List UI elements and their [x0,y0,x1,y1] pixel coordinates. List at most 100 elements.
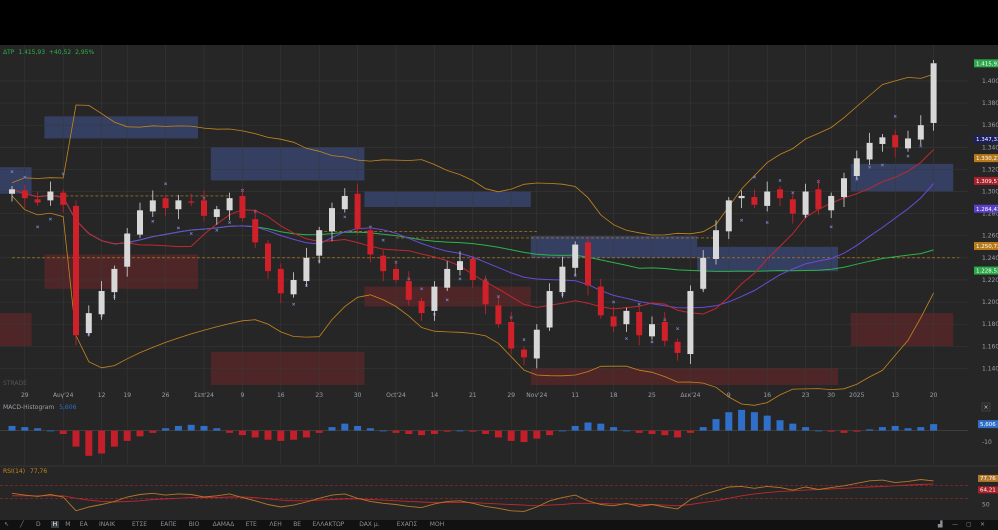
candle[interactable] [623,310,630,325]
candle[interactable] [21,190,28,199]
candle[interactable] [393,268,399,280]
candle[interactable] [188,201,195,203]
candle[interactable] [572,244,579,268]
candle[interactable] [930,63,937,123]
candle[interactable] [853,158,860,177]
candle[interactable] [265,243,271,272]
candle[interactable] [367,230,374,255]
candle[interactable] [649,324,655,337]
candle[interactable] [85,313,92,334]
collapse-button[interactable] [981,402,991,412]
candle[interactable] [636,312,643,336]
candle[interactable] [828,195,835,211]
candle[interactable] [162,198,169,209]
toolbar-item[interactable]: ΕΑΠΕ [160,521,177,528]
candle[interactable] [47,191,54,201]
toolbar-item[interactable]: ΕΧΑΠΣ [396,521,418,528]
candle[interactable] [661,321,668,341]
candle[interactable] [725,200,732,232]
candle[interactable] [610,316,617,327]
candle[interactable] [175,200,182,210]
toolbar-item[interactable]: M [65,521,71,528]
candle[interactable] [431,286,438,311]
line-tool-icon[interactable]: ╱ [20,521,24,528]
candle[interactable] [124,233,131,267]
candle[interactable] [815,189,822,210]
candle[interactable] [482,281,489,305]
candle[interactable] [341,195,348,210]
candle[interactable] [98,291,105,315]
candle[interactable] [201,200,207,216]
window-close-icon[interactable]: ✕ [980,521,986,528]
candle[interactable] [546,291,553,328]
candle[interactable] [418,300,425,314]
candle[interactable] [137,210,143,235]
toolbar-item[interactable]: H [50,521,60,528]
draw-tool-icon[interactable]: ↖ [4,521,10,528]
candle[interactable] [905,138,911,149]
candle[interactable] [354,193,361,230]
candle[interactable] [802,191,809,215]
candle[interactable] [508,321,515,349]
candle[interactable] [789,199,796,214]
candle[interactable] [149,200,156,212]
toolbar-item[interactable]: ΕΤΣΕ [132,521,148,528]
chart-area[interactable]: ΔΤΡ 1.415,93 +40,52 2,95% STRADE MACD-Hi… [0,45,998,520]
candle[interactable] [879,137,886,144]
candle[interactable] [738,195,745,199]
candle[interactable] [316,230,323,256]
candle[interactable] [329,208,335,232]
candle[interactable] [34,199,41,203]
candle[interactable] [252,219,259,243]
candle[interactable] [841,178,847,198]
toolbar-item[interactable]: ΛΕΗ [269,521,282,528]
candle[interactable] [597,286,604,316]
candle[interactable] [533,329,540,359]
close-icon[interactable]: × [983,404,988,411]
candle[interactable] [303,257,310,282]
candle[interactable] [60,192,67,205]
candle[interactable] [777,189,783,199]
toolbar-item[interactable]: ΒΕ [293,521,302,528]
candle[interactable] [111,268,118,293]
candle[interactable] [405,281,412,300]
candle[interactable] [380,255,387,272]
candle[interactable] [917,125,924,140]
minimize-icon[interactable]: — [952,521,958,528]
toolbar-item[interactable]: ΙΝΑΙΚ [99,521,116,528]
candle[interactable] [9,189,15,194]
toolbar-item[interactable]: ΜΟΗ [429,521,445,528]
candle[interactable] [713,230,719,259]
candle[interactable] [559,266,566,293]
chart-type-icon[interactable]: ▟ [938,521,943,528]
toolbar-item[interactable]: ΕΤΕ [245,521,257,528]
candle[interactable] [444,268,451,288]
candle[interactable] [687,291,694,355]
candle[interactable] [764,191,771,206]
candle[interactable] [495,305,502,325]
candle[interactable] [290,279,297,295]
toolbar-item[interactable]: DAX μ. [359,521,380,528]
bottom-toolbar[interactable]: ↖ ╱ D H M ΕΑ ΙΝΑΙΚ ΕΤΣΕ ΕΑΠΕ ΒΙΟ ΔΑΜΑΔ ΕΤΕ ΛΕΗ ΒΕ ΕΛ… [0,520,998,530]
candle[interactable] [700,257,707,289]
candle[interactable] [277,268,284,294]
toolbar-item[interactable]: ΒΙΟ [188,521,200,528]
candle[interactable] [751,197,758,205]
toolbar-item[interactable]: ΔΑΜΑΔ [212,521,235,528]
toolbar-item[interactable]: ΕΑ [79,521,88,528]
candle[interactable] [469,258,476,280]
candle[interactable] [585,242,591,286]
candle[interactable] [226,198,233,211]
chart-canvas[interactable]: ΔΤΡ 1.415,93 +40,52 2,95% STRADE MACD-Hi… [0,45,998,520]
toolbar-item[interactable]: D [36,521,41,528]
candle[interactable] [866,142,873,160]
candle[interactable] [213,209,220,217]
candle[interactable] [73,205,79,336]
candle[interactable] [521,349,527,358]
candle[interactable] [674,341,681,353]
candle[interactable] [239,195,246,219]
candle[interactable] [892,135,899,148]
restore-icon[interactable]: ▢ [966,521,972,528]
candle[interactable] [457,261,463,271]
toolbar-item[interactable]: ΕΛΛΑΚΤΩΡ [312,521,345,528]
